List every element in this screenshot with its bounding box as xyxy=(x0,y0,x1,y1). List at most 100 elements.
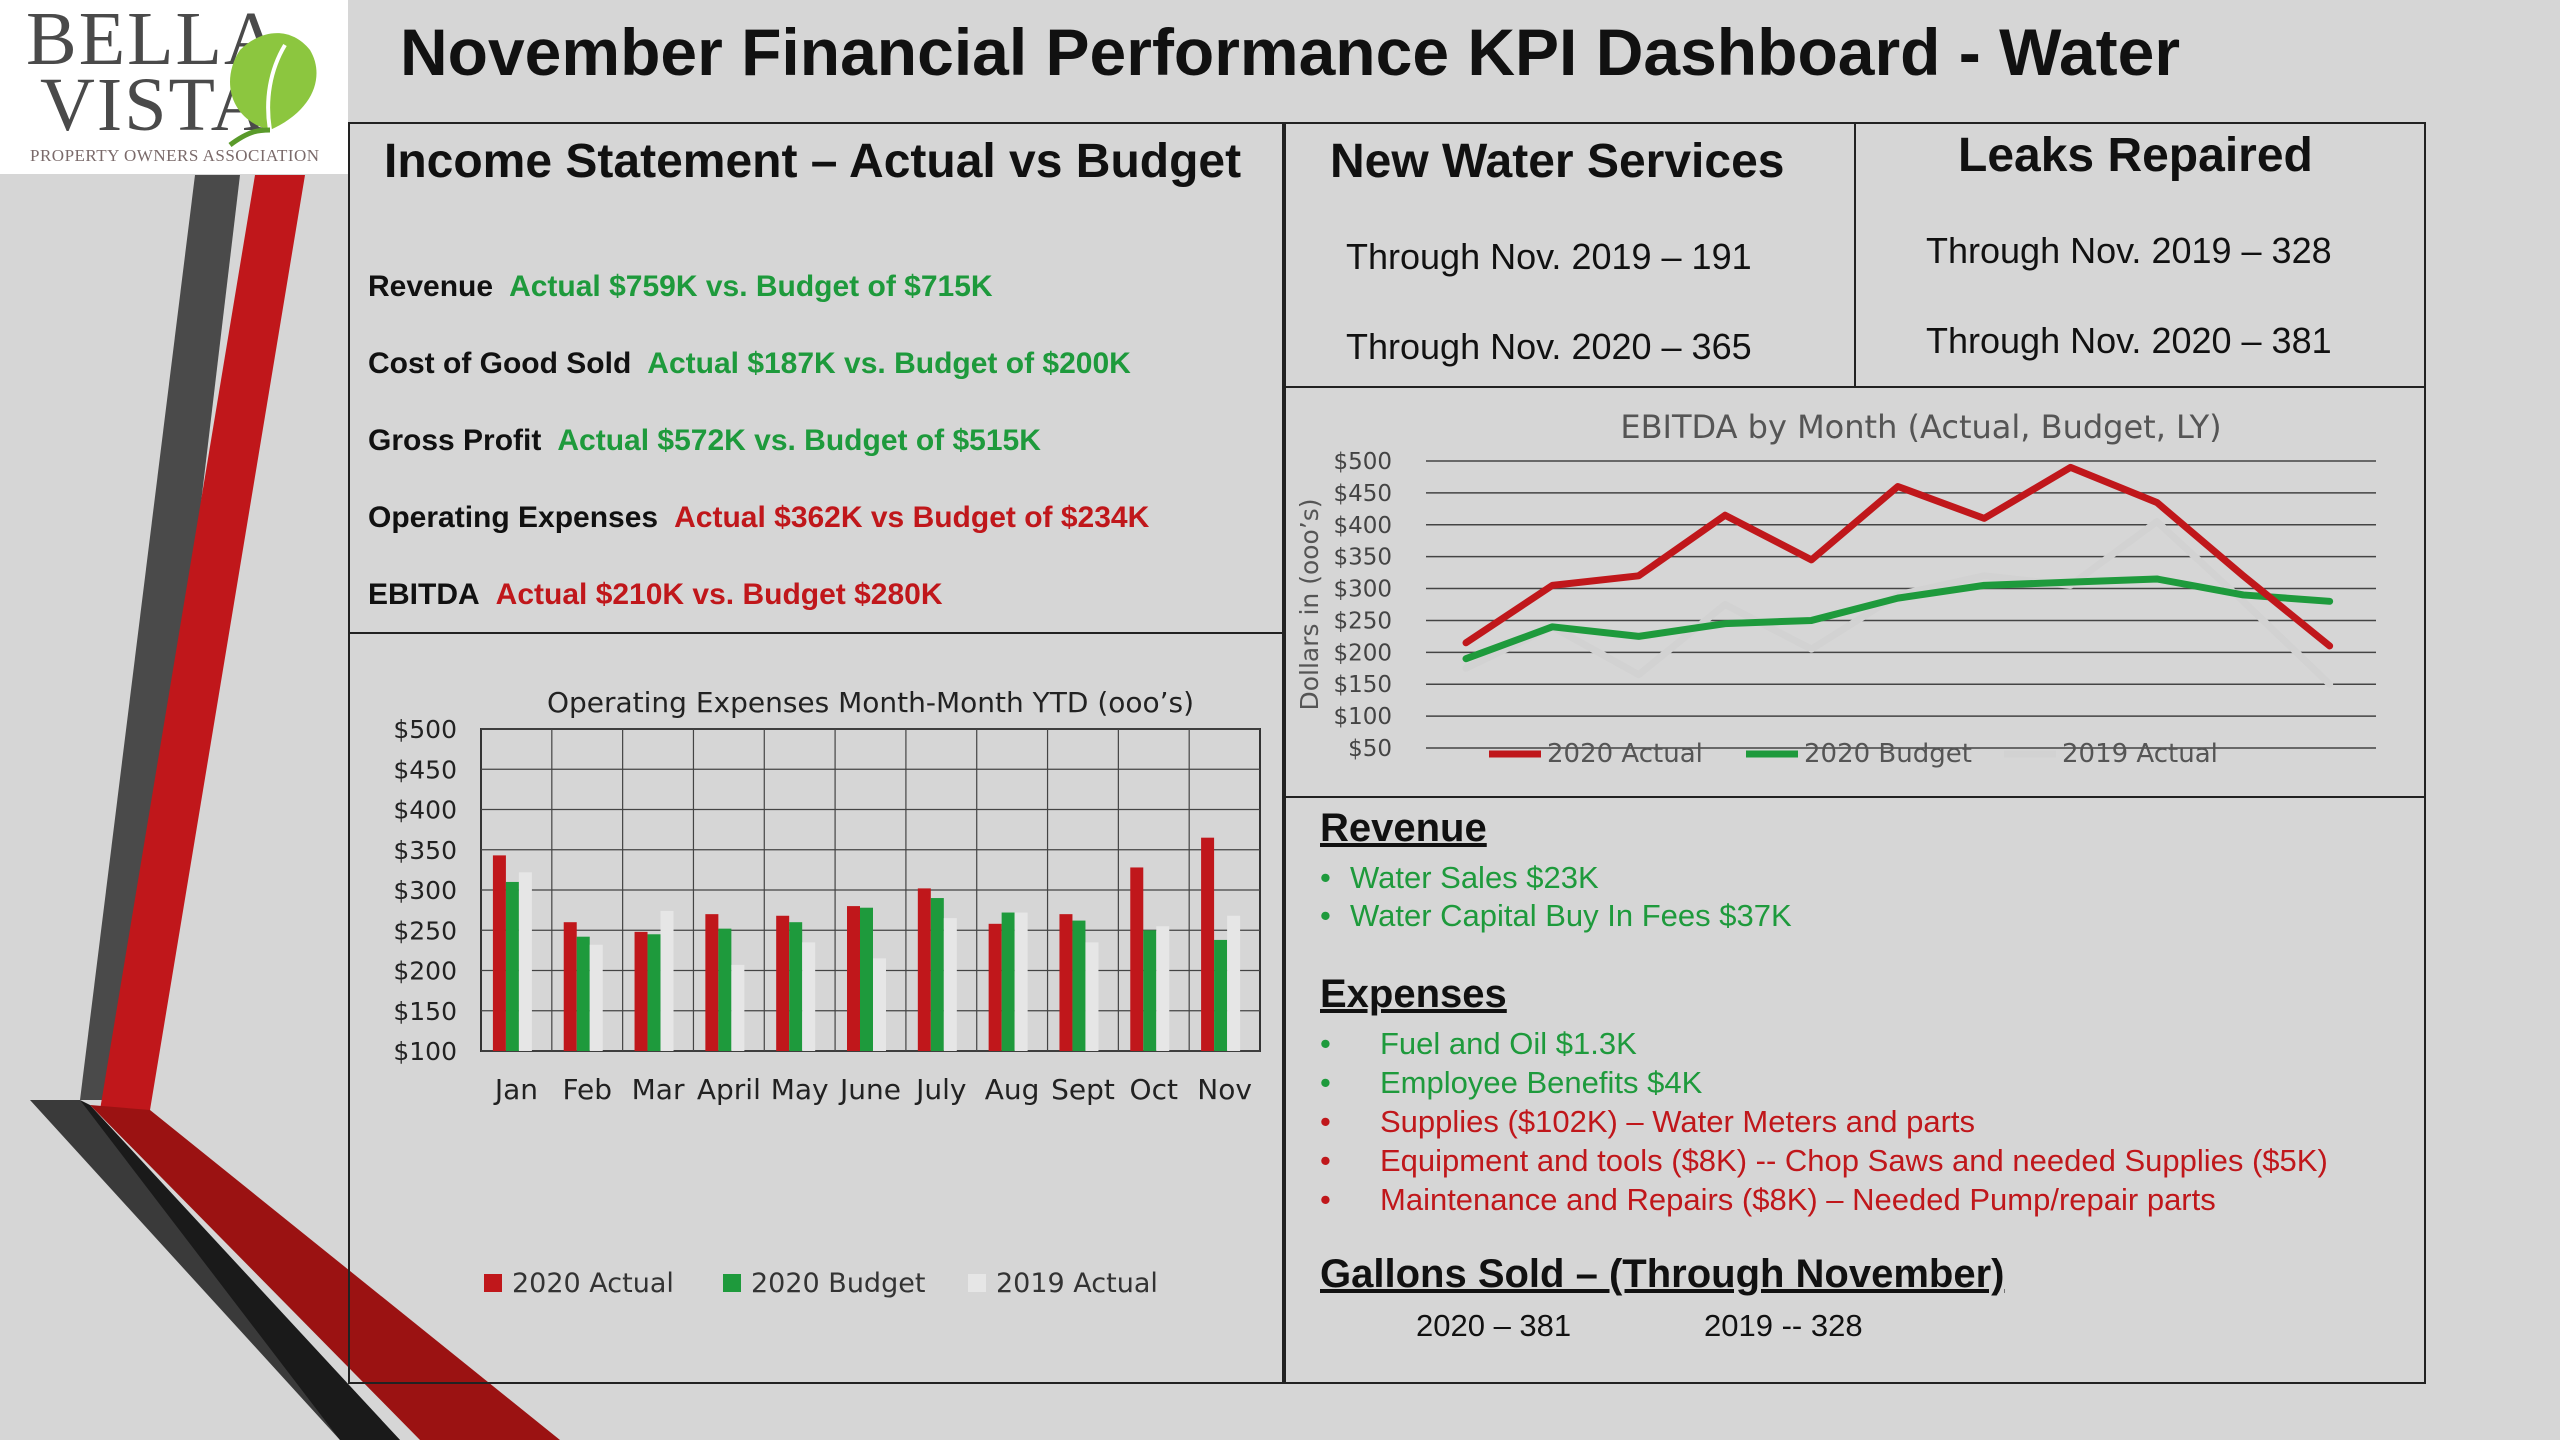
revenue-item: • Water Capital Buy In Fees $37K xyxy=(1320,898,1792,933)
income-row-value: Actual $210K vs. Budget $280K xyxy=(495,578,943,611)
bar-chart-y-tick: $250 xyxy=(393,916,457,945)
bar xyxy=(576,936,590,1051)
bar xyxy=(505,881,519,1051)
income-row: EBITDA Actual $210K vs. Budget $280K xyxy=(368,578,943,612)
bar-chart-x-tick: Sept xyxy=(1051,1073,1115,1106)
bar-chart-y-tick: $300 xyxy=(393,876,457,905)
bar xyxy=(518,872,532,1051)
bar xyxy=(873,958,886,1051)
bar xyxy=(563,922,577,1051)
line-series xyxy=(1462,518,2334,688)
line-chart-title: EBITDA by Month (Actual, Budget, LY) xyxy=(1620,408,2221,446)
bar xyxy=(1227,915,1241,1051)
bar xyxy=(1201,837,1215,1051)
new-water-title: New Water Services xyxy=(1330,135,1785,188)
gallons-2020: 2020 – 381 xyxy=(1416,1308,1572,1343)
income-row-label: Cost of Good Sold xyxy=(368,347,632,380)
bar xyxy=(1001,912,1015,1051)
bar-chart-x-tick: Aug xyxy=(985,1073,1040,1106)
income-row-value: Actual $759K vs. Budget of $715K xyxy=(509,270,993,303)
bar-legend-label: 2020 Budget xyxy=(751,1268,925,1299)
line-chart-y-tick: $350 xyxy=(1333,545,1392,571)
bar xyxy=(647,934,661,1051)
income-statement-title: Income Statement – Actual vs Budget xyxy=(384,135,1242,188)
bar-chart-x-tick: Mar xyxy=(632,1073,685,1106)
bar xyxy=(718,928,732,1051)
bar-chart-x-tick: Oct xyxy=(1130,1073,1178,1106)
line-chart-y-tick: $400 xyxy=(1333,513,1392,539)
bar-chart-y-tick: $500 xyxy=(393,715,457,744)
bar xyxy=(731,964,745,1051)
bar-chart-y-tick: $450 xyxy=(393,755,457,784)
bar xyxy=(1214,939,1228,1051)
leaks-title: Leaks Repaired xyxy=(1958,129,2313,182)
line-chart-y-label: Dollars in (ooo’s) xyxy=(1295,498,1324,710)
bar-chart-x-tick: Nov xyxy=(1197,1073,1252,1106)
income-row-label: Revenue xyxy=(368,270,494,303)
opex-bar-chart: Operating Expenses Month-Month YTD (ooo’… xyxy=(393,686,1261,1299)
line-series xyxy=(1462,575,2334,663)
bar-chart-y-tick: $400 xyxy=(393,796,457,825)
revenue-item: • Water Sales $23K xyxy=(1320,860,1599,895)
line-chart-y-tick: $200 xyxy=(1333,640,1392,666)
expense-item: • Supplies ($102K) – Water Meters and par… xyxy=(1320,1104,1976,1139)
bar xyxy=(492,855,506,1051)
leaks-2020: Through Nov. 2020 – 381 xyxy=(1926,320,2332,361)
bar-chart-y-tick: $100 xyxy=(393,1037,457,1066)
bar xyxy=(1130,867,1144,1051)
new-water-2020: Through Nov. 2020 – 365 xyxy=(1346,326,1752,367)
expense-item: • Employee Benefits $4K xyxy=(1320,1065,1703,1100)
income-row: Operating Expenses Actual $362K vs Budget… xyxy=(368,501,1149,535)
line-series xyxy=(1462,463,2334,650)
line-chart-y-tick: $300 xyxy=(1333,577,1392,603)
line-chart-y-tick: $50 xyxy=(1348,736,1392,762)
line-chart-y-tick: $100 xyxy=(1333,704,1392,730)
income-row-label: Operating Expenses xyxy=(368,501,659,534)
bar-legend-swatch xyxy=(968,1274,986,1292)
income-row-label: EBITDA xyxy=(368,578,480,611)
expense-item: • Equipment and tools ($8K) -- Chop Saws … xyxy=(1320,1143,2328,1178)
notes-panel xyxy=(1284,796,2426,1384)
new-water-2019: Through Nov. 2019 – 191 xyxy=(1346,236,1752,277)
expenses-header: Expenses xyxy=(1320,972,1507,1016)
bar xyxy=(917,888,931,1051)
bar-chart-x-tick: June xyxy=(838,1073,901,1106)
line-legend-label: 2019 Actual xyxy=(2062,739,2218,769)
bar xyxy=(1156,926,1170,1051)
income-row-value: Actual $572K vs. Budget of $515K xyxy=(557,424,1041,457)
expense-item: • Maintenance and Repairs ($8K) – Needed … xyxy=(1320,1182,2216,1217)
line-chart-y-tick: $450 xyxy=(1333,481,1392,507)
bar xyxy=(660,910,674,1051)
leaf-icon xyxy=(228,33,317,148)
opex-chart-panel xyxy=(348,632,1284,1384)
leaks-2019: Through Nov. 2019 – 328 xyxy=(1926,230,2332,271)
page-title: November Financial Performance KPI Dashb… xyxy=(400,15,2181,89)
bar xyxy=(705,914,719,1051)
line-chart-y-tick: $250 xyxy=(1333,608,1392,634)
bar xyxy=(930,898,944,1051)
bar xyxy=(988,923,1002,1051)
bar-legend-label: 2020 Actual xyxy=(512,1268,674,1299)
income-row: Revenue Actual $759K vs. Budget of $715K xyxy=(368,270,993,304)
bar-chart-title: Operating Expenses Month-Month YTD (ooo’… xyxy=(547,686,1194,719)
bar xyxy=(776,915,790,1051)
logo: BELLA VISTA Property Owners Association xyxy=(0,0,348,174)
bar-chart-y-tick: $150 xyxy=(393,997,457,1026)
bar xyxy=(634,931,648,1051)
bar xyxy=(1059,914,1073,1051)
line-legend-label: 2020 Budget xyxy=(1804,739,1972,769)
gallons-2019: 2019 -- 328 xyxy=(1704,1308,1863,1343)
income-row-value: Actual $362K vs Budget of $234K xyxy=(674,501,1150,534)
bar xyxy=(860,907,873,1051)
logo-line-2: VISTA xyxy=(40,63,268,147)
bar-chart-x-tick: April xyxy=(697,1073,761,1106)
income-row: Cost of Good Sold Actual $187K vs. Budget… xyxy=(368,347,1131,381)
income-row: Gross Profit Actual $572K vs. Budget of $… xyxy=(368,424,1041,458)
line-chart-y-tick: $500 xyxy=(1333,449,1392,475)
bar xyxy=(943,918,957,1051)
bar xyxy=(589,944,603,1051)
bar xyxy=(1072,920,1086,1051)
bar-chart-x-tick: July xyxy=(914,1073,966,1106)
bar xyxy=(1085,942,1099,1051)
